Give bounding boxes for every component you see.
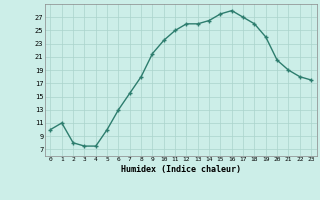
X-axis label: Humidex (Indice chaleur): Humidex (Indice chaleur) xyxy=(121,165,241,174)
